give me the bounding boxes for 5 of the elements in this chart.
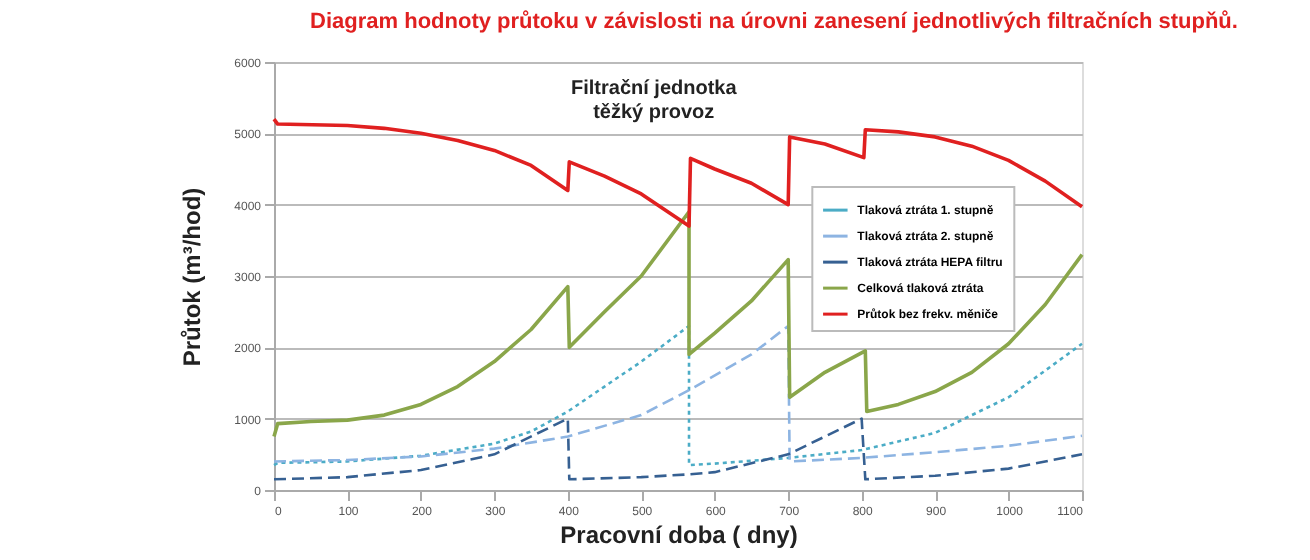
y-axis-title: Průtok (m³/hod) xyxy=(178,187,207,367)
x-axis-title: Pracovní doba ( dny) xyxy=(560,521,798,549)
line-series xyxy=(272,417,1084,481)
chart-title: Diagram hodnoty průtoku v závislosti na úrovni zanesení jednotlivých filtračních stupňů. xyxy=(310,10,1238,34)
text: Filtrační jednotka těžký provoz xyxy=(570,78,738,124)
